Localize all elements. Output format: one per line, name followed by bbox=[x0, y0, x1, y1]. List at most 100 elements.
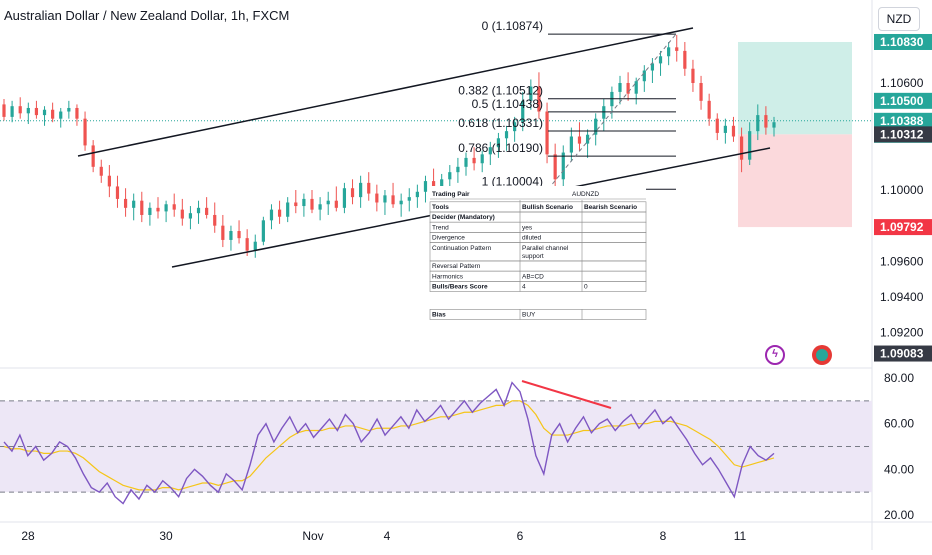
candle-body bbox=[318, 204, 322, 210]
table-tool-cell: Bulls/Bears Score bbox=[432, 284, 488, 291]
table-bear-cell: 0 bbox=[584, 284, 588, 291]
candle-body bbox=[577, 136, 582, 144]
candle-body bbox=[618, 83, 622, 92]
candle-body bbox=[545, 111, 549, 155]
candle-body bbox=[748, 131, 752, 160]
candle-body bbox=[253, 241, 257, 251]
candle-body bbox=[391, 195, 395, 205]
time-tick-label: 4 bbox=[384, 529, 391, 543]
price-badge-label: 1.09792 bbox=[880, 220, 924, 234]
candle-body bbox=[634, 81, 638, 94]
rsi-tick-label: 20.00 bbox=[884, 508, 914, 522]
candle-body bbox=[2, 104, 6, 117]
table-header-cell: Bearish Scenario bbox=[584, 204, 637, 211]
rsi-divergence-line bbox=[521, 380, 612, 409]
fib-trend-line bbox=[547, 33, 677, 190]
candle-body bbox=[132, 200, 136, 208]
candle-body bbox=[326, 200, 330, 205]
candle-body bbox=[731, 125, 736, 137]
candle-body bbox=[756, 115, 760, 132]
candle-body bbox=[602, 106, 606, 119]
price-tick-label: 1.09600 bbox=[880, 254, 924, 268]
price-tick-label: 1.10000 bbox=[880, 183, 924, 197]
price-badge bbox=[874, 33, 932, 50]
candle-body bbox=[415, 191, 419, 198]
candle-body bbox=[399, 200, 403, 205]
candle-body bbox=[172, 204, 176, 210]
lightning-icon[interactable]: ϟ bbox=[765, 345, 785, 365]
candle-body bbox=[488, 147, 492, 155]
candle-body bbox=[585, 134, 590, 144]
candle-body bbox=[107, 175, 111, 187]
candle-body bbox=[350, 188, 355, 198]
table-tool-cell: Trend bbox=[432, 224, 449, 231]
candle-body bbox=[294, 202, 298, 207]
candle-body bbox=[464, 157, 468, 167]
candle-body bbox=[302, 198, 306, 207]
fib-level-label: 0 (1.10874) bbox=[482, 19, 543, 33]
time-tick-label: 11 bbox=[734, 529, 747, 543]
candle-body bbox=[213, 214, 217, 226]
channel-upper-line bbox=[77, 27, 694, 157]
rsi-tick-label: 40.00 bbox=[884, 462, 914, 476]
candle-body bbox=[658, 56, 663, 64]
price-badge bbox=[874, 126, 932, 143]
candle-body bbox=[423, 181, 428, 192]
rsi-line bbox=[3, 381, 775, 505]
candle-body bbox=[707, 100, 711, 119]
candle-body bbox=[448, 172, 452, 180]
table-bull-cell: yes bbox=[522, 224, 533, 231]
table-header-cell: Tools bbox=[432, 204, 449, 211]
fib-level-label: 1 (1.10004) bbox=[482, 174, 543, 188]
table-row bbox=[429, 281, 647, 292]
candle-body bbox=[286, 202, 290, 217]
table-pair-value: AUDNZD bbox=[572, 191, 599, 198]
candle-body bbox=[691, 68, 695, 84]
fib-level-label: 0.5 (1.10438) bbox=[472, 97, 543, 111]
candle-body bbox=[34, 107, 39, 116]
candle-body bbox=[91, 145, 95, 167]
fib-level-label: 0.618 (1.10331) bbox=[458, 116, 543, 130]
candle-body bbox=[561, 152, 565, 180]
candle-body bbox=[261, 220, 265, 242]
candle-body bbox=[521, 100, 525, 123]
candle-body bbox=[650, 63, 655, 71]
candle-body bbox=[10, 106, 14, 117]
fib-level-label: 0.382 (1.10512) bbox=[458, 84, 543, 98]
price-badge-label: 1.10830 bbox=[880, 35, 924, 49]
candle-body bbox=[237, 231, 241, 239]
price-tick-label: 1.09400 bbox=[880, 290, 924, 304]
time-tick-label: 28 bbox=[21, 529, 35, 543]
candle-body bbox=[75, 107, 79, 119]
table-pair-label: Trading Pair bbox=[432, 191, 470, 198]
candle-body bbox=[699, 83, 703, 101]
price-badge-label: 1.10312 bbox=[880, 127, 924, 141]
table-bull-cell: 4 bbox=[522, 284, 526, 291]
table-bull-cell: AB=CD bbox=[522, 273, 544, 280]
candle-body bbox=[472, 157, 476, 164]
candle-body bbox=[310, 198, 314, 210]
candle-body bbox=[367, 182, 371, 194]
table-bull-cell-2: support bbox=[522, 253, 544, 260]
candle-body bbox=[739, 136, 744, 160]
table-bias-label: Bias bbox=[432, 312, 446, 319]
alert-icon[interactable] bbox=[812, 345, 832, 365]
candle-body bbox=[375, 193, 379, 203]
candle-body bbox=[205, 207, 209, 215]
currency-selector[interactable]: NZD bbox=[878, 7, 920, 31]
candle-body bbox=[99, 166, 103, 176]
candle-body bbox=[26, 107, 30, 114]
table-bias-value: BUY bbox=[522, 312, 536, 319]
candle-body bbox=[148, 207, 152, 215]
candle-body bbox=[431, 181, 436, 187]
candle-body bbox=[269, 209, 274, 221]
price-badge bbox=[874, 345, 932, 362]
candle-body bbox=[164, 204, 168, 212]
candle-body bbox=[229, 231, 233, 240]
candle-body bbox=[723, 125, 727, 133]
candle-body bbox=[667, 47, 671, 57]
candle-body bbox=[221, 225, 225, 240]
candle-body bbox=[383, 195, 387, 203]
